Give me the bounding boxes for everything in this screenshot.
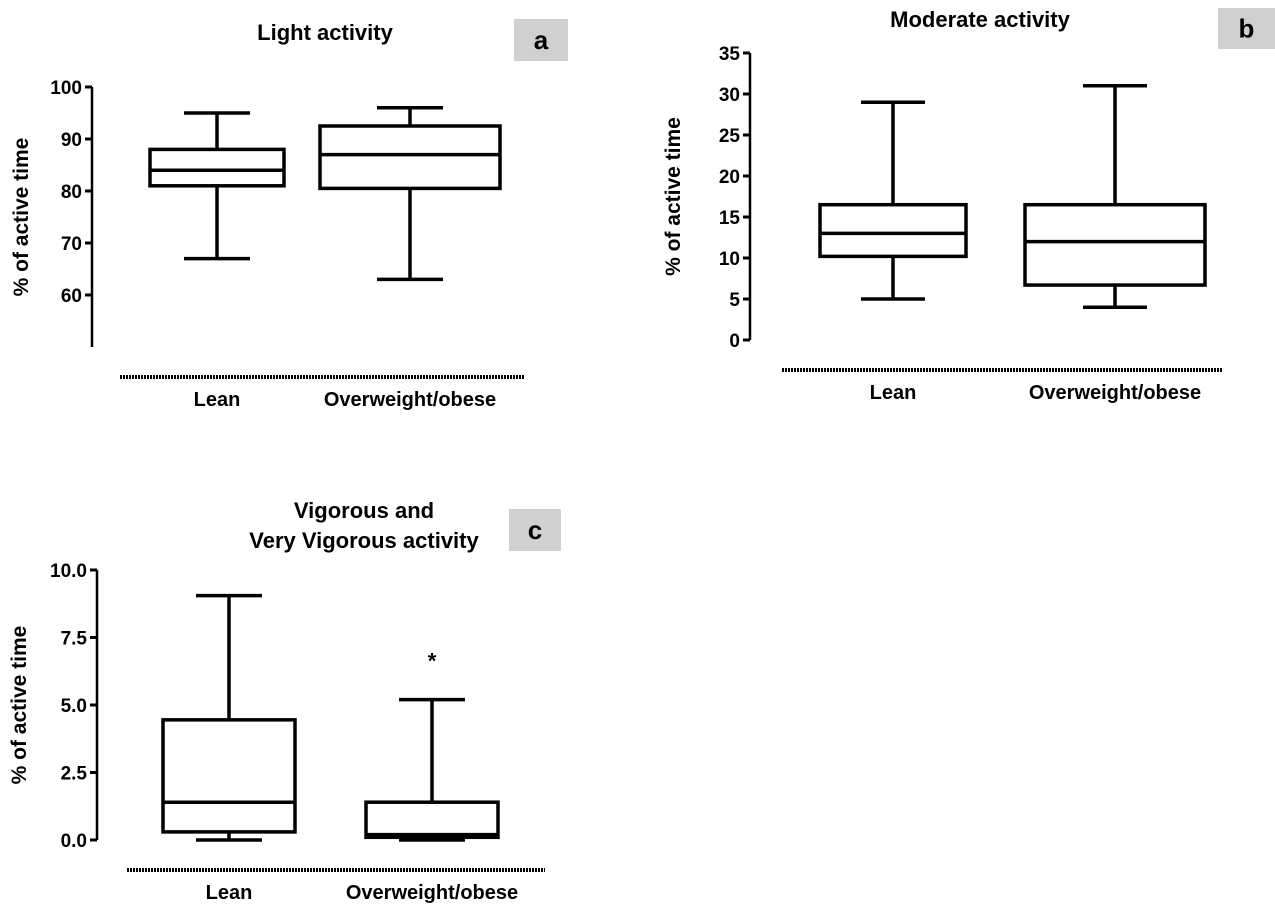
y-tick-label: 90 bbox=[61, 130, 82, 151]
x-tick-label: Overweight/obese bbox=[346, 882, 518, 904]
y-axis: 0.0 2.5 5.0 7.5 10.0 bbox=[50, 561, 99, 852]
y-tick-label: 30 bbox=[719, 85, 740, 106]
y-tick-label: 7.5 bbox=[61, 629, 88, 650]
chart-title-line: Moderate activity bbox=[890, 7, 1070, 32]
box-iqr bbox=[1023, 202, 1207, 287]
box-overweight-obese bbox=[364, 697, 500, 842]
y-tick-label: 70 bbox=[61, 234, 82, 255]
y-tick-label: 100 bbox=[50, 78, 82, 99]
x-tick-label: Overweight/obese bbox=[324, 389, 496, 411]
panel-tag-background bbox=[1218, 8, 1275, 49]
box-iqr bbox=[364, 800, 500, 840]
y-axis-label: % of active time bbox=[10, 138, 33, 297]
chart-panel-a: Light activity a % of active time 60 70 80… bbox=[10, 19, 568, 411]
y-axis-label: % of active time bbox=[10, 138, 33, 297]
chart-title: Light activity bbox=[257, 20, 393, 45]
boxes bbox=[161, 593, 500, 842]
panel-tag-letter: a bbox=[534, 25, 549, 55]
box-iqr bbox=[818, 202, 968, 259]
y-axis: 60 70 80 90 100 bbox=[50, 78, 94, 347]
y-axis-label: % of active time bbox=[662, 117, 685, 276]
x-tick-label: Lean bbox=[870, 382, 917, 404]
chart-title-line: Very Vigorous activity bbox=[249, 528, 479, 553]
x-tick-label: Lean bbox=[206, 882, 253, 904]
y-tick-label: 2.5 bbox=[61, 764, 88, 785]
y-axis: 0 5 10 15 20 25 30 35 bbox=[719, 44, 752, 352]
y-tick-label: 0 bbox=[729, 331, 740, 352]
y-tick-label: 5.0 bbox=[61, 696, 87, 717]
y-tick-label: 15 bbox=[719, 208, 741, 229]
box-lean bbox=[818, 100, 968, 301]
box-overweight-obese bbox=[318, 106, 502, 282]
chart-title: Moderate activity bbox=[890, 7, 1070, 32]
panel-tag-letter: b bbox=[1239, 14, 1255, 44]
y-tick-label: 25 bbox=[719, 126, 741, 147]
chart-panel-b: Moderate activity b % of active time 0 5 1… bbox=[662, 7, 1275, 404]
chart-title: Vigorous and Very Vigorous activity bbox=[249, 498, 479, 553]
panel-tag-letter: c bbox=[528, 515, 542, 545]
y-axis-label: % of active time bbox=[8, 626, 31, 785]
panel-tag: b bbox=[1218, 8, 1275, 49]
panel-tag: c bbox=[509, 509, 561, 551]
y-tick-label: 10.0 bbox=[50, 561, 87, 582]
box-iqr bbox=[318, 124, 502, 191]
y-tick-label: 35 bbox=[719, 44, 741, 65]
chart-title-line: Vigorous and bbox=[294, 498, 434, 523]
box-overweight-obese bbox=[1023, 84, 1207, 309]
y-tick-label: 0.0 bbox=[61, 831, 87, 852]
significance-asterisk: * bbox=[428, 648, 437, 673]
y-tick-label: 80 bbox=[61, 182, 82, 203]
x-axis: Lean Overweight/obese bbox=[782, 368, 1223, 404]
y-tick-label: 10 bbox=[719, 249, 740, 270]
boxes bbox=[818, 84, 1207, 309]
chart-panel-c: Vigorous and Very Vigorous activity c % o… bbox=[8, 498, 561, 904]
x-axis: Lean Overweight/obese bbox=[127, 868, 545, 904]
y-axis-label: % of active time bbox=[8, 626, 31, 785]
y-tick-label: 5 bbox=[729, 290, 740, 311]
annotations: * bbox=[428, 648, 437, 673]
x-tick-label: Lean bbox=[194, 389, 241, 411]
panel-tag-background bbox=[509, 509, 561, 551]
y-tick-label: 20 bbox=[719, 167, 740, 188]
box-iqr bbox=[161, 718, 297, 834]
box-lean bbox=[148, 111, 286, 261]
chart-title-line: Light activity bbox=[257, 20, 393, 45]
panel-tag: a bbox=[514, 19, 568, 61]
boxes bbox=[148, 106, 502, 282]
box-lean bbox=[161, 593, 297, 842]
x-axis: Lean Overweight/obese bbox=[120, 375, 525, 411]
y-axis-label: % of active time bbox=[662, 117, 685, 276]
x-tick-label: Overweight/obese bbox=[1029, 382, 1201, 404]
y-tick-label: 60 bbox=[61, 286, 82, 307]
box-iqr bbox=[148, 147, 286, 188]
panel-tag-background bbox=[514, 19, 568, 61]
